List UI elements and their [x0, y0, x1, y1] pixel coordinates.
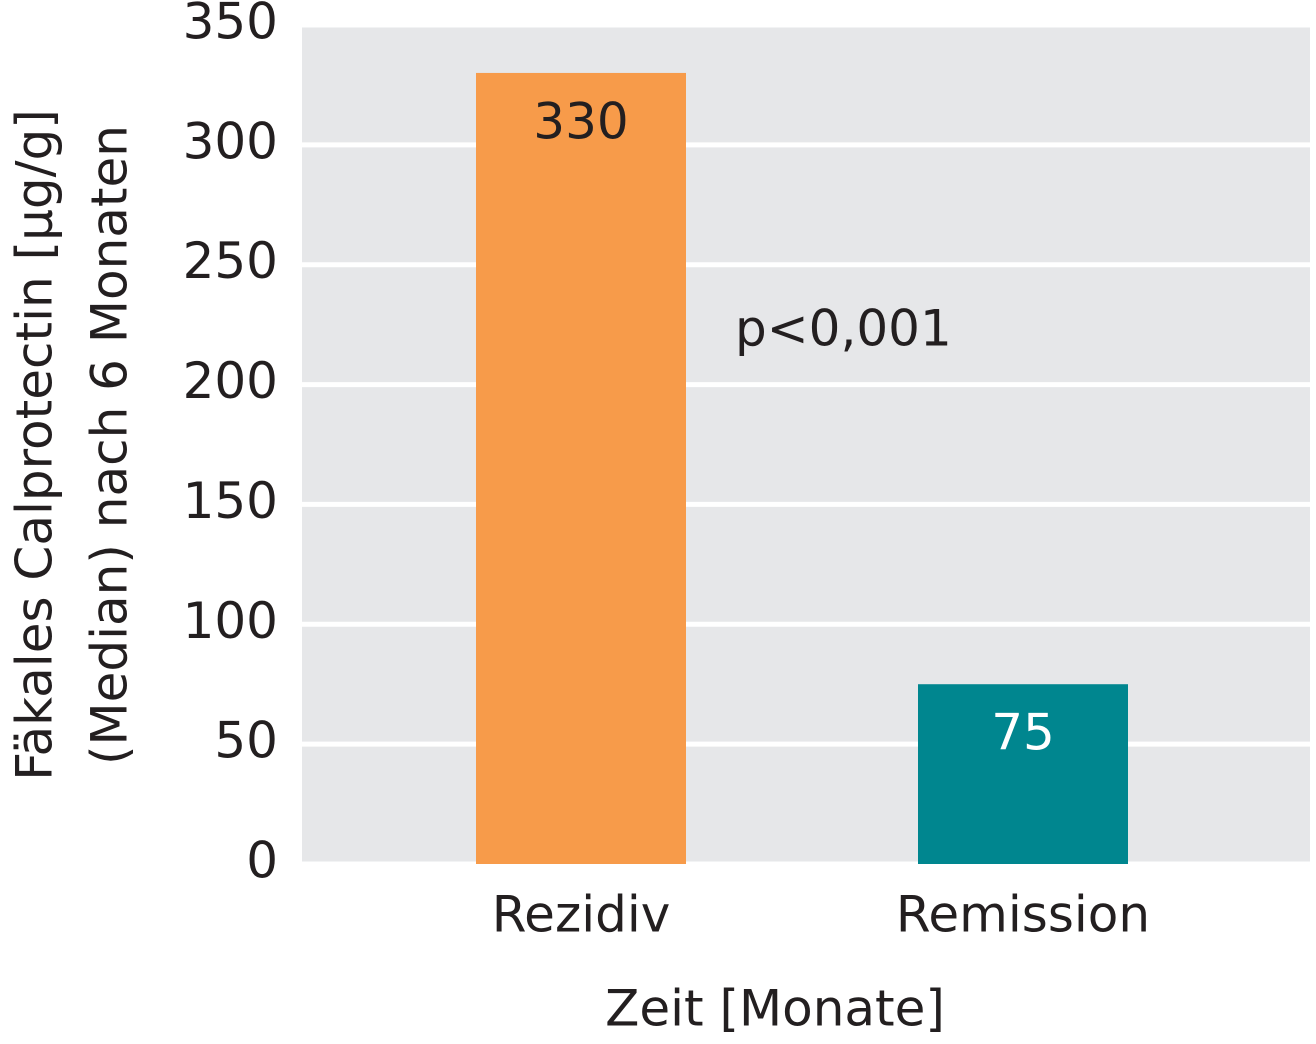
data-label: 330 — [533, 92, 628, 150]
y-axis-title: (Median) nach 6 Monaten — [81, 125, 139, 765]
y-tick-label: 50 — [214, 712, 278, 770]
y-tick-label: 250 — [183, 232, 278, 290]
y-tick-label: 100 — [183, 592, 278, 650]
x-tick-label: Remission — [896, 886, 1150, 944]
annotation: p<0,001 — [735, 300, 952, 358]
y-tick-label: 0 — [246, 832, 278, 890]
plot-background — [302, 25, 1310, 864]
y-tick-label: 200 — [183, 352, 278, 410]
y-tick-label: 150 — [183, 472, 278, 530]
y-tick-label: 350 — [183, 0, 278, 51]
bar — [476, 72, 686, 864]
bar — [918, 684, 1128, 864]
x-axis-title: Zeit [Monate] — [605, 980, 945, 1038]
y-tick-label: 300 — [183, 112, 278, 170]
x-tick-label: Rezidiv — [492, 886, 671, 944]
y-axis-title: Fäkales Calprotectin [µg/g] — [6, 109, 64, 780]
data-label: 75 — [991, 704, 1055, 762]
